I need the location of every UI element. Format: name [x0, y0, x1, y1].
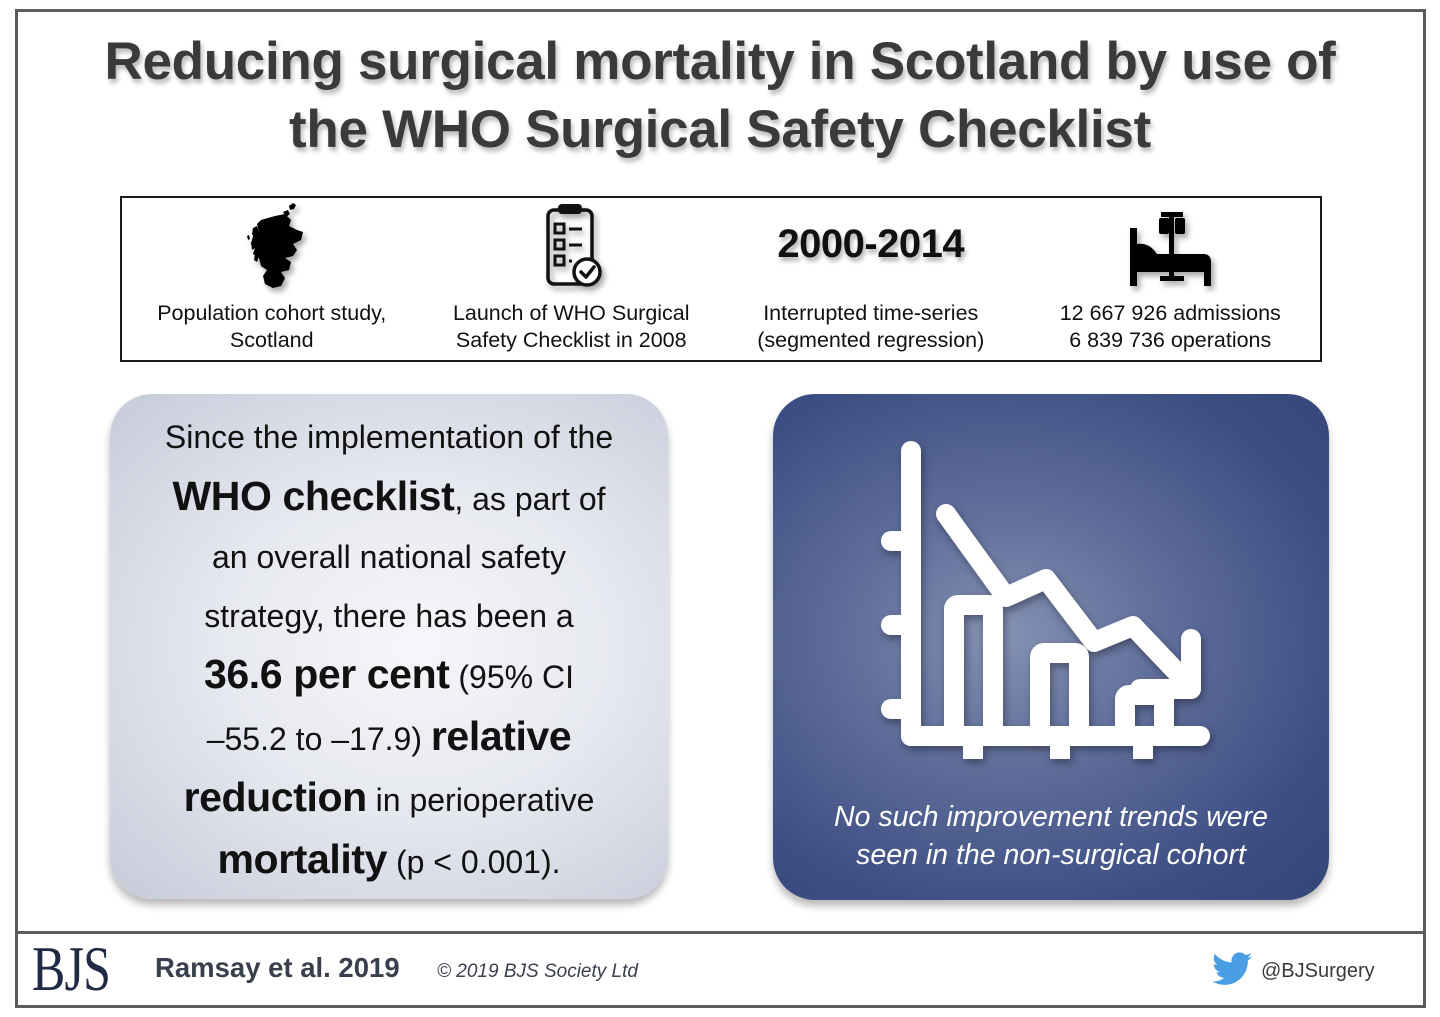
fact-checklist-line2: Safety Checklist in 2008 — [455, 328, 687, 352]
fact-admissions-count: 12 667 926 admissions — [1059, 301, 1281, 325]
non-surgical-caption: No such improvement trends were seen in … — [833, 801, 1268, 871]
title-line-1: Reducing surgical mortality in Scotland … — [104, 32, 1336, 91]
highlight-who-checklist: WHO checklist — [172, 472, 455, 519]
declining-bar-chart-icon — [878, 439, 1218, 767]
citation: Ramsay et al. 2019 — [155, 952, 400, 983]
clipboard-checklist-icon — [516, 200, 626, 292]
copyright: © 2019 BJS Society Ltd — [437, 961, 638, 982]
non-surgical-cohort-panel: No such improvement trends were seen in … — [773, 394, 1329, 900]
twitter-handle[interactable]: @BJSurgery — [1261, 960, 1375, 982]
footer-divider — [15, 931, 1423, 934]
fact-study-period: 2000-2014 Interrupted time-series (segme… — [721, 198, 1021, 360]
study-period-years: 2000-2014 — [777, 222, 965, 266]
fact-population-line1: Population cohort study, — [157, 301, 387, 325]
scotland-map-icon — [217, 200, 327, 292]
twitter-bird-icon — [1212, 952, 1252, 991]
page-title: Reducing surgical mortality in Scotland … — [0, 28, 1440, 164]
study-facts-box: Population cohort study, Scotland Launch… — [120, 196, 1322, 362]
fact-checklist-launch: Launch of WHO Surgical Safety Checklist … — [422, 198, 722, 360]
bjs-logo: BJS — [32, 933, 111, 1004]
highlight-percent-reduction: 36.6 per cent — [204, 651, 450, 697]
hospital-bed-icon — [1115, 200, 1225, 292]
key-finding-text: Since the implementation of the WHO chec… — [164, 419, 614, 882]
fact-admissions: 12 667 926 admissions 6 839 736 operatio… — [1021, 198, 1321, 360]
fact-population: Population cohort study, Scotland — [122, 198, 422, 360]
fact-population-line2: Scotland — [229, 328, 314, 352]
fact-method-line1: Interrupted time-series — [763, 301, 979, 325]
fact-method-line2: (segmented regression) — [757, 328, 985, 352]
title-line-2: the WHO Surgical Safety Checklist — [289, 100, 1151, 159]
twitter-link[interactable]: @BJSurgery — [1212, 952, 1375, 991]
key-finding-panel: Since the implementation of the WHO chec… — [110, 394, 668, 899]
infographic-frame — [15, 9, 1426, 1008]
fact-checklist-line1: Launch of WHO Surgical — [452, 301, 690, 325]
fact-operations-count: 6 839 736 operations — [1069, 328, 1272, 352]
